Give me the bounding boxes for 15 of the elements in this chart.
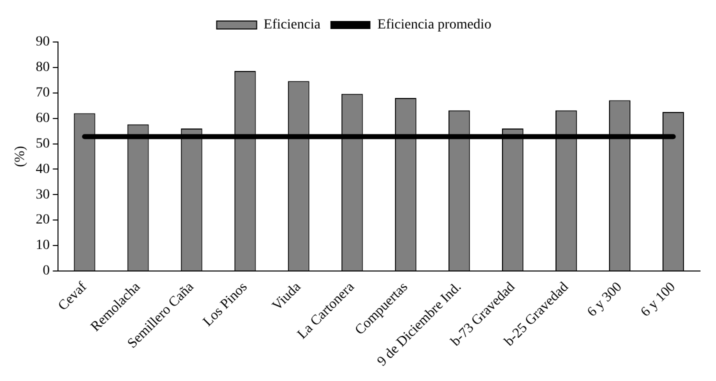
y-tick-label: 60 [36,110,50,126]
legend-label: Eficiencia promedio [377,18,492,33]
y-axis-title: (%) [13,146,28,167]
y-tick-label: 10 [36,238,50,254]
y-tick-label: 0 [42,264,50,279]
x-tick-label: 6 y 300 [584,280,626,320]
y-tick-label: 20 [36,212,50,228]
y-tick-label: 80 [36,60,50,76]
y-tick-label: 30 [36,187,50,202]
y-tick-label: 50 [36,136,50,152]
x-tick-label: 6 y 100 [638,280,679,320]
y-tick-label: 70 [36,86,50,101]
y-tick-label: 90 [36,34,50,50]
y-tick-label: 40 [36,162,50,177]
legend-label: Eficiencia [264,18,322,33]
